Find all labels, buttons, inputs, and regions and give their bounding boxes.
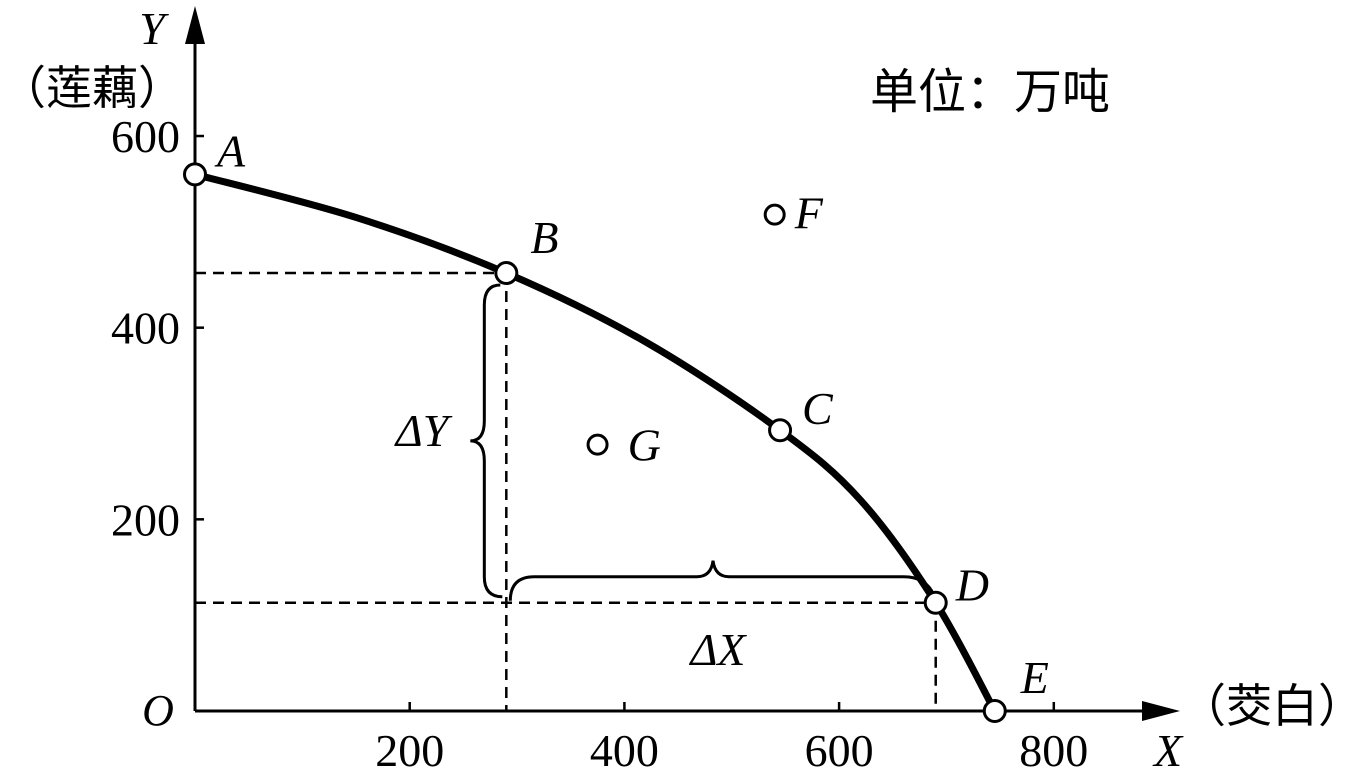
x-axis-arrow: [1142, 701, 1180, 721]
point-b-label: B: [530, 212, 558, 263]
unit-note: 单位：万吨: [870, 66, 1110, 119]
x-tick-label: 400: [590, 725, 659, 770]
tick-labels: 200 400 600 800 200 400 600: [111, 111, 1088, 770]
y-tick-label: 400: [111, 303, 180, 354]
point-f-label: F: [794, 188, 824, 239]
point-b-marker: [494, 261, 519, 286]
x-tick-label: 600: [805, 725, 874, 770]
y-tick-label: 200: [111, 494, 180, 545]
delta-x-brace: [508, 560, 936, 601]
point-d-label: D: [955, 560, 989, 611]
y-axis-arrow: [185, 6, 205, 44]
delta-y-brace: [470, 283, 503, 599]
y-unit-label: （莲藕）: [0, 63, 184, 114]
point-c-label: C: [802, 383, 834, 434]
curve-layer: [191, 170, 999, 715]
point-g-marker: [586, 433, 609, 456]
point-g-label: G: [628, 420, 661, 471]
y-tick-label: 600: [111, 111, 180, 162]
x-tick-label: 200: [375, 725, 444, 770]
point-e-label: E: [1020, 652, 1049, 703]
braces: [470, 283, 936, 601]
x-unit-label: （茭白）: [1180, 681, 1364, 732]
point-a-label: A: [214, 125, 246, 176]
delta-y-label: ΔY: [394, 405, 453, 456]
x-tick-label: 800: [1019, 725, 1088, 770]
point-c-marker: [768, 418, 793, 443]
y-axis-label: Y: [139, 3, 169, 54]
x-axis-label: X: [1152, 725, 1184, 770]
point-d-marker: [923, 590, 948, 615]
ppf-curve: [191, 170, 999, 715]
point-f-marker: [763, 203, 786, 226]
dashed-guides: [195, 271, 937, 711]
point-a-marker: [183, 162, 207, 187]
points-layer: A B C DE F G: [183, 125, 1049, 723]
origin-label: O: [142, 686, 174, 735]
delta-x-label: ΔX: [688, 624, 747, 675]
point-e-marker: [982, 699, 1007, 723]
